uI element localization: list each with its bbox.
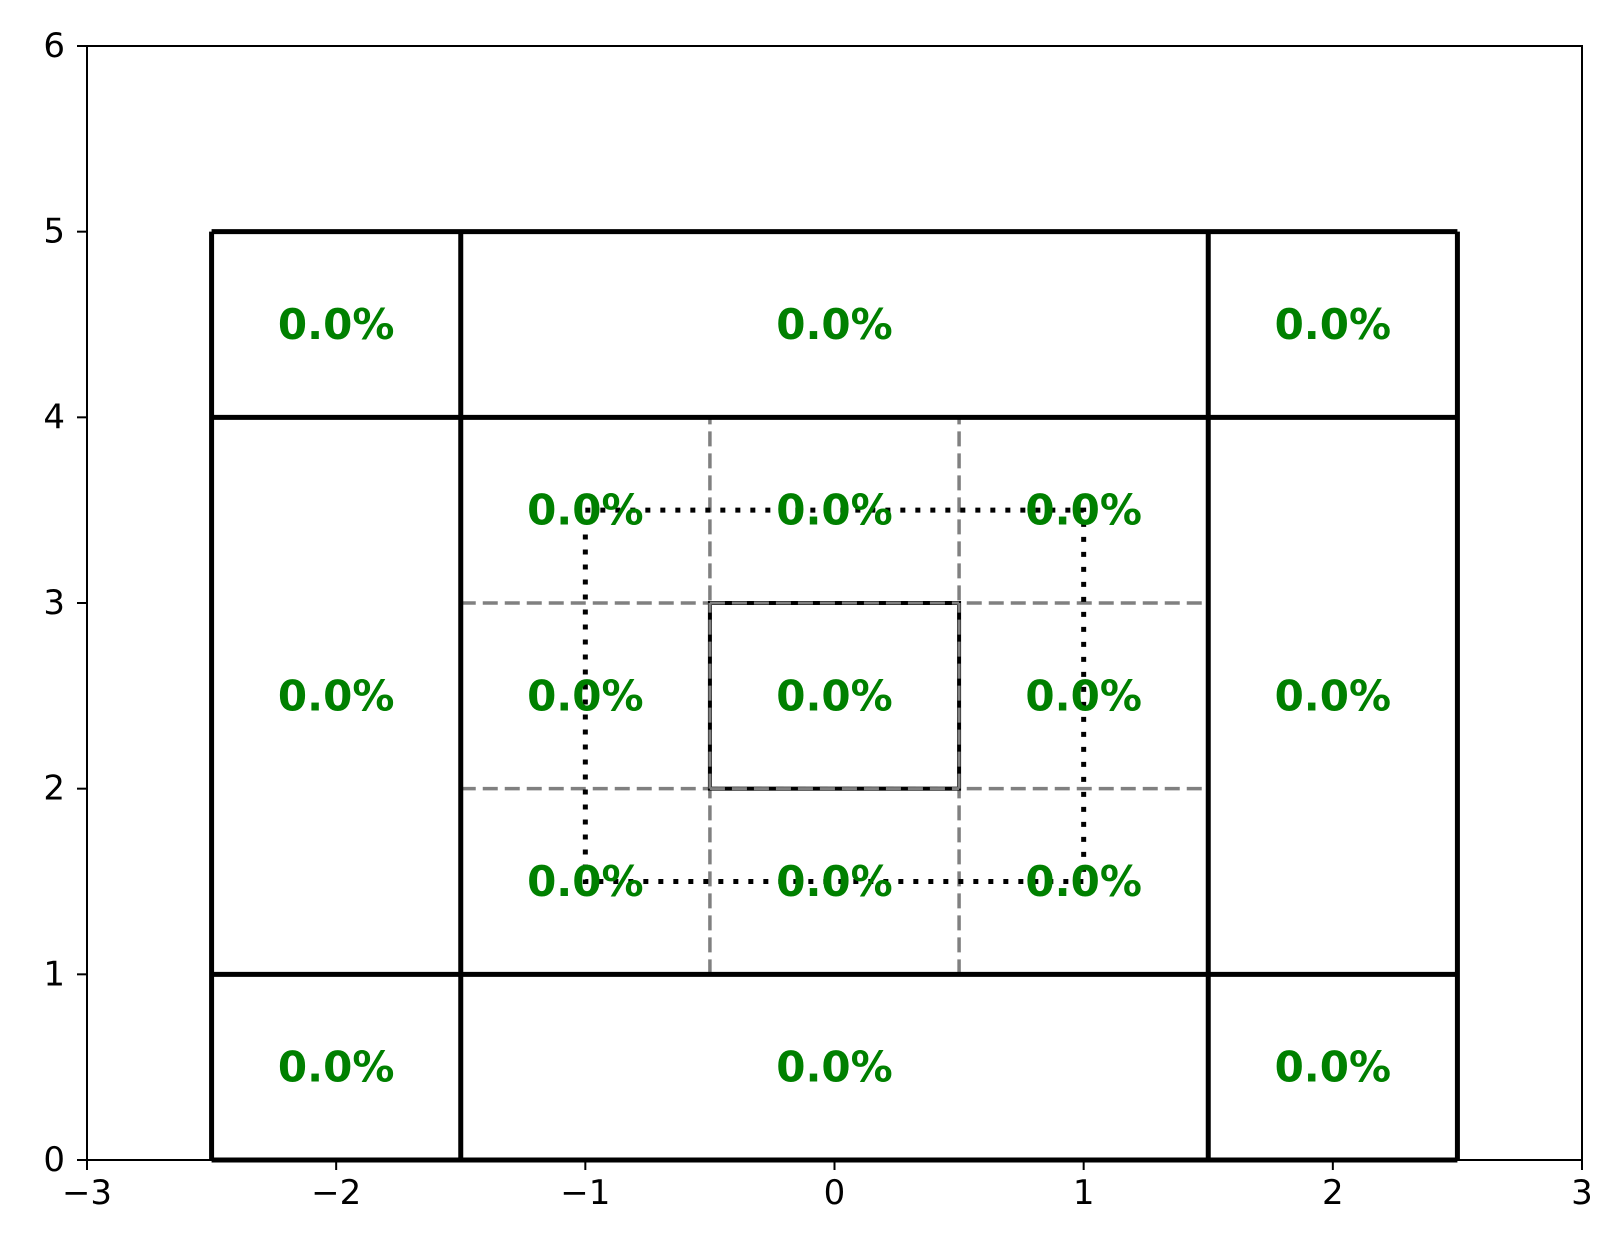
cell-percentage-label: 0.0%	[1025, 671, 1141, 720]
cell-percentage-label: 0.0%	[1275, 1043, 1391, 1092]
y-tick-label: 5	[43, 212, 65, 252]
cell-percentage-label: 0.0%	[1275, 300, 1391, 349]
y-tick-label: 0	[43, 1140, 65, 1180]
cell-percentage-label: 0.0%	[278, 300, 394, 349]
y-tick-label: 3	[43, 583, 65, 623]
cell-percentage-label: 0.0%	[776, 857, 892, 906]
x-tick-label: 3	[1571, 1173, 1593, 1213]
cell-percentage-label: 0.0%	[1275, 671, 1391, 720]
x-tick-label: 0	[824, 1173, 846, 1213]
x-tick-label: 1	[1073, 1173, 1095, 1213]
x-tick-label: −2	[311, 1173, 361, 1213]
cell-percentage-label: 0.0%	[278, 1043, 394, 1092]
cell-percentage-label: 0.0%	[776, 300, 892, 349]
y-tick-label: 4	[43, 397, 65, 437]
x-tick-label: −1	[560, 1173, 610, 1213]
cell-percentage-label: 0.0%	[776, 671, 892, 720]
cell-percentage-label: 0.0%	[776, 486, 892, 535]
cell-percentage-label: 0.0%	[527, 486, 643, 535]
cell-percentage-label: 0.0%	[1025, 857, 1141, 906]
cell-percentage-label: 0.0%	[1025, 486, 1141, 535]
cell-percentage-label: 0.0%	[527, 671, 643, 720]
cell-percentage-label: 0.0%	[278, 671, 394, 720]
cell-labels: 0.0% 0.0% 0.0% 0.0% 0.0% 0.0% 0.0% 0.0% 0.0% 0.0%…	[278, 300, 1391, 1092]
y-tick-label: 6	[43, 26, 65, 66]
x-tick-label: 2	[1322, 1173, 1344, 1213]
cell-percentage-label: 0.0%	[776, 1043, 892, 1092]
y-tick-label: 2	[43, 769, 65, 809]
x-tick-label: −3	[62, 1173, 112, 1213]
cell-percentage-label: 0.0%	[527, 857, 643, 906]
y-tick-label: 1	[43, 954, 65, 994]
axis-ticks: −3 −2 −1 0 1 2 3 0 1 2 3 4 5 6	[43, 26, 1592, 1213]
